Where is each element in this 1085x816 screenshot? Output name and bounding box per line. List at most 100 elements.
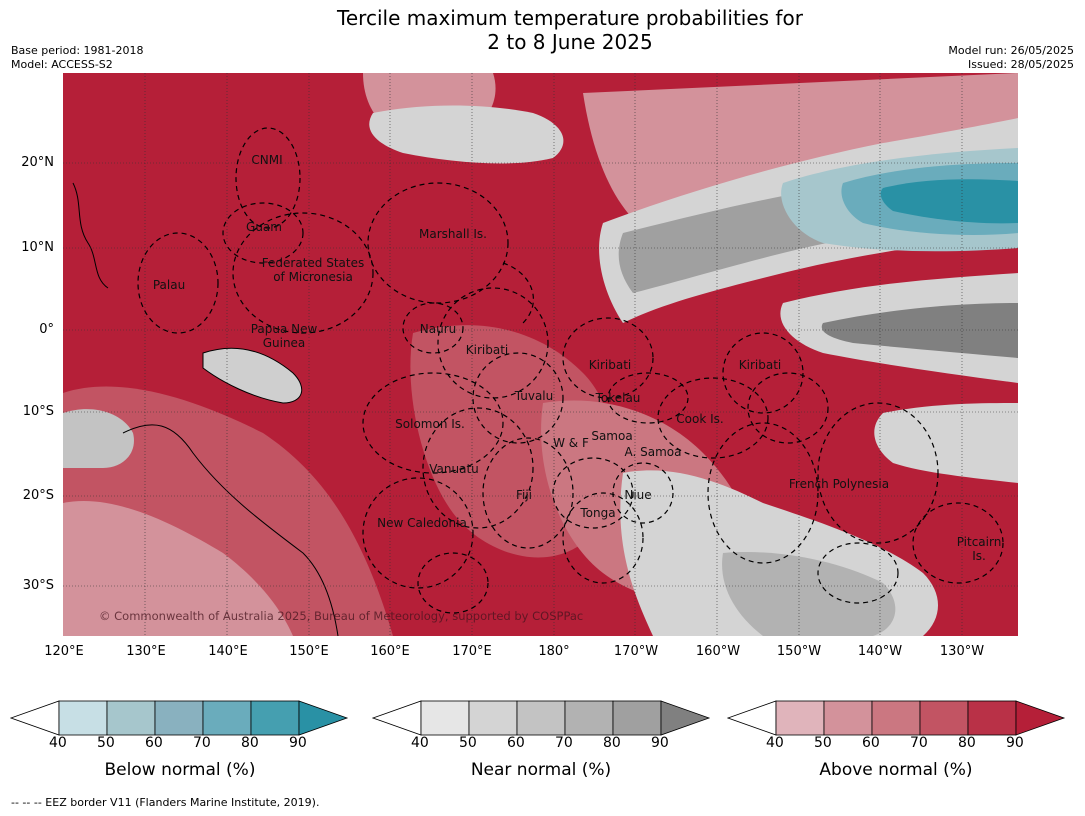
land-australia-coast	[122, 424, 339, 636]
region-vanuatu: Vanuatu	[429, 462, 479, 476]
near-normal-region	[821, 303, 1018, 358]
lon-label-130e: 130°E	[126, 644, 166, 659]
base-period: Base period: 1981-2018	[11, 44, 144, 57]
colorbar-swatch	[468, 700, 518, 736]
region-cook: Cook Is.	[676, 412, 724, 426]
region-niue: Niue	[624, 488, 652, 502]
region-pitcairn-line1: Pitcairn	[956, 535, 1002, 549]
colorbar-label-above: Above normal (%)	[819, 760, 973, 780]
tick-90: 90	[1006, 735, 1024, 751]
region-palau: Palau	[152, 278, 186, 292]
lat-label-30s: 30°S	[22, 578, 54, 593]
lat-label-10s: 10°S	[22, 404, 54, 419]
tick-40: 40	[411, 735, 429, 751]
lat-label-10n: 10°N	[21, 240, 54, 255]
region-kiribati-west: Kiribati	[465, 343, 509, 357]
lon-label-130w: 130°W	[939, 644, 985, 659]
tick-60: 60	[145, 735, 163, 751]
lon-label-160w: 160°W	[695, 644, 741, 659]
region-png-line1: Papua New	[250, 322, 318, 336]
colorbar-label-near: Near normal (%)	[470, 760, 612, 780]
footnote-eez: -- -- -- EEZ border V11 (Flanders Marine…	[11, 796, 320, 809]
colorbar-extend-low	[727, 700, 777, 736]
map-fields	[63, 73, 1018, 636]
region-nauru: Nauru	[419, 322, 457, 336]
colorbar-swatch	[106, 700, 156, 736]
region-marshall: Marshall Is.	[419, 227, 487, 241]
lat-label-20s: 20°S	[22, 488, 54, 503]
region-solomon: Solomon Is.	[395, 417, 465, 431]
tick-90: 90	[651, 735, 669, 751]
colorbar-swatch	[564, 700, 614, 736]
lon-label-180: 180°	[538, 644, 570, 659]
colorbar-label-below: Below normal (%)	[104, 760, 256, 780]
region-french-polynesia: French Polynesia	[788, 477, 890, 491]
chart-title: Tercile maximum temperature probabilitie…	[0, 6, 1085, 54]
colorbar-extend-high	[298, 700, 349, 736]
graticule	[63, 73, 1018, 636]
colorbar-swatch	[967, 700, 1017, 736]
tick-80: 80	[958, 735, 976, 751]
region-cnmi: CNMI	[251, 153, 283, 167]
colorbar-swatch	[871, 700, 921, 736]
colorbar-swatches	[10, 700, 349, 736]
tick-40: 40	[766, 735, 784, 751]
tick-70: 70	[193, 735, 211, 751]
model-run: Model run: 26/05/2025	[948, 44, 1074, 57]
lon-label-140w: 140°W	[857, 644, 903, 659]
region-american-samoa: A. Samoa	[624, 445, 682, 459]
region-fsm: Federated States of Micronesia	[262, 256, 364, 284]
region-new-caledonia: New Caledonia	[377, 516, 467, 530]
colorbar-above-normal	[727, 700, 1066, 736]
near-normal-region	[63, 409, 134, 468]
region-tokelau: Tokelau	[595, 391, 641, 405]
near-normal-region	[722, 552, 896, 636]
colorbar-extend-low	[10, 700, 60, 736]
title-line-1: Tercile maximum temperature probabilitie…	[337, 6, 803, 30]
lat-label-20n: 20°N	[21, 155, 54, 170]
tick-60: 60	[862, 735, 880, 751]
title-line-2: 2 to 8 June 2025	[487, 30, 653, 54]
land-philippines	[72, 182, 109, 289]
lon-label-160e: 160°E	[370, 644, 410, 659]
tick-50: 50	[97, 735, 115, 751]
colorbar-extend-low	[372, 700, 422, 736]
colorbar-swatch	[775, 700, 825, 736]
region-pitcairn: Pitcairn Is.	[957, 535, 1002, 563]
region-fiji: Fiji	[515, 488, 533, 502]
region-kiribati-east: Kiribati	[738, 358, 782, 372]
colorbar-near-normal	[372, 700, 711, 736]
region-png-line2: Guinea	[262, 336, 306, 350]
colorbar-swatch	[58, 700, 108, 736]
tick-80: 80	[241, 735, 259, 751]
colorbar-swatch	[202, 700, 252, 736]
colorbar-extend-high	[1015, 700, 1066, 736]
region-pitcairn-line2: Is.	[972, 549, 986, 563]
region-tuvalu: Tuvalu	[514, 389, 554, 403]
lon-label-140e: 140°E	[208, 644, 248, 659]
region-png: Papua New Guinea	[251, 322, 318, 350]
tick-90: 90	[289, 735, 307, 751]
model-name: Model: ACCESS-S2	[11, 58, 113, 71]
colorbar-below-normal	[10, 700, 349, 736]
tick-70: 70	[555, 735, 573, 751]
region-tonga: Tonga	[580, 506, 616, 520]
meta-right: Model run: 26/05/2025 Issued: 28/05/2025	[948, 44, 1074, 72]
eez-borders	[137, 127, 1004, 614]
lon-label-120e: 120°E	[44, 644, 84, 659]
tick-50: 50	[459, 735, 477, 751]
probability-map[interactable]: CNMI Guam Marshall Is. Federated States …	[63, 73, 1018, 636]
region-fsm-line2: of Micronesia	[273, 270, 353, 284]
lon-label-150w: 150°W	[776, 644, 822, 659]
lon-label-150e: 150°E	[289, 644, 329, 659]
copyright-notice: © Commonwealth of Australia 2025, Bureau…	[99, 609, 584, 623]
tick-50: 50	[814, 735, 832, 751]
colorbar-swatch	[919, 700, 969, 736]
near-normal-region	[369, 105, 564, 164]
meta-left: Base period: 1981-2018 Model: ACCESS-S2	[11, 44, 143, 72]
tick-80: 80	[603, 735, 621, 751]
lon-label-170w: 170°W	[613, 644, 659, 659]
tick-70: 70	[910, 735, 928, 751]
colorbar-swatches	[372, 700, 711, 736]
below-normal-region	[880, 179, 1018, 224]
